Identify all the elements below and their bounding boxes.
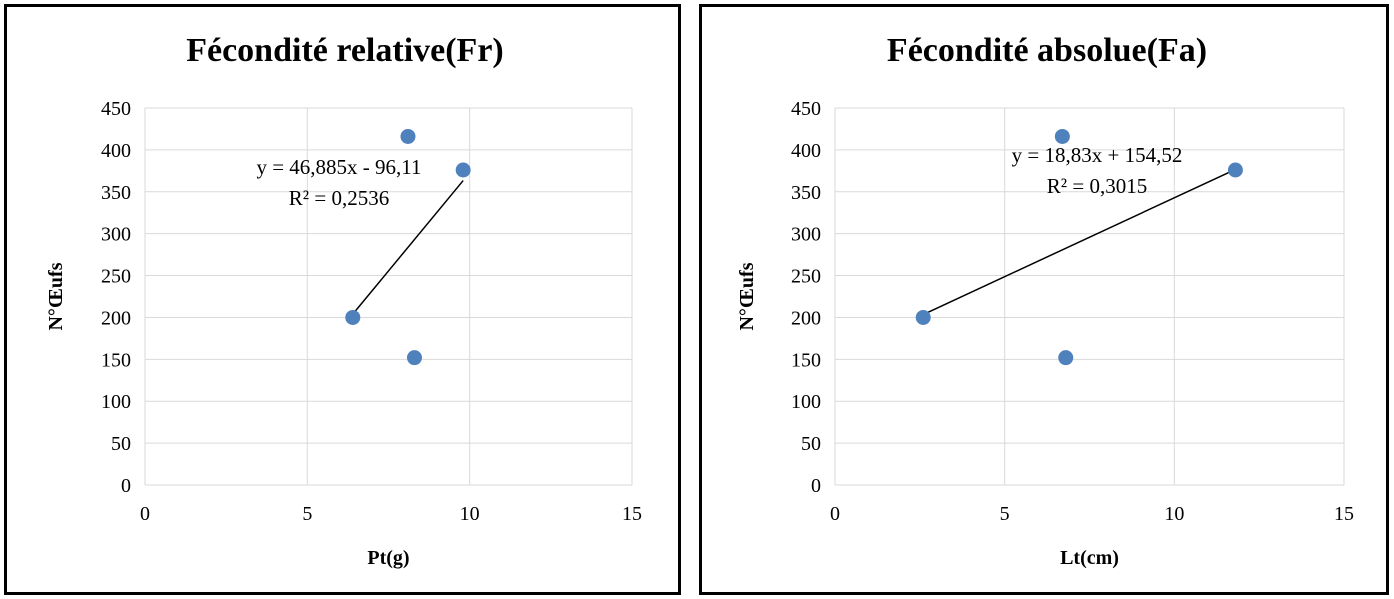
- y-tick-label: 350: [791, 182, 821, 204]
- y-tick-label: 450: [791, 98, 821, 120]
- y-tick-label: 150: [791, 349, 821, 371]
- x-tick-label: 0: [830, 503, 840, 525]
- y-tick-label: 450: [101, 98, 131, 120]
- x-tick-label: 15: [1334, 503, 1354, 525]
- x-tick-label: 5: [1000, 503, 1010, 525]
- x-tick-label: 5: [302, 503, 312, 525]
- trendline-equation: y = 46,885x - 96,11: [256, 155, 421, 179]
- chart-panel-fa: Fécondité absolue(Fa) 0 50 100 150 200 250 300 3…: [699, 4, 1389, 595]
- data-point: [400, 128, 416, 144]
- y-tick-label: 50: [111, 433, 131, 455]
- r-squared-label: R² = 0,2536: [289, 186, 389, 210]
- y-tick-label: 150: [101, 349, 131, 371]
- y-tick-label: 100: [791, 391, 821, 413]
- data-point: [455, 162, 471, 178]
- data-point: [1058, 350, 1074, 366]
- chart-panel-fr: Fécondité relative(Fr) 0 50 100 150 200 250 300…: [4, 4, 681, 595]
- data-point: [915, 309, 931, 325]
- y-tick-label: 400: [791, 140, 821, 162]
- trendline-equation: y = 18,83x + 154,52: [1012, 143, 1183, 167]
- data-point: [406, 350, 422, 366]
- trendline: [922, 168, 1236, 316]
- y-tick-label: 200: [791, 307, 821, 329]
- chart-fa: Fécondité absolue(Fa)0501001502002503003…: [736, 32, 1354, 569]
- x-axis-label: Pt(g): [367, 547, 409, 569]
- y-tick-label: 200: [101, 307, 131, 329]
- data-point: [1227, 162, 1243, 178]
- chart-title: Fécondité absolue(Fa): [887, 32, 1207, 69]
- data-point: [345, 309, 361, 325]
- trendline: [352, 180, 464, 315]
- y-tick-label: 250: [791, 266, 821, 288]
- y-tick-label: 400: [101, 140, 131, 162]
- x-tick-label: 0: [140, 503, 150, 525]
- y-tick-label: 100: [101, 391, 131, 413]
- x-tick-label: 10: [1164, 503, 1184, 525]
- data-point: [1054, 128, 1070, 144]
- y-axis-label: N°Œufs: [45, 262, 67, 330]
- r-squared-label: R² = 0,3015: [1047, 174, 1147, 198]
- chart-title: Fécondité relative(Fr): [186, 32, 504, 69]
- y-tick-label: 0: [121, 475, 131, 497]
- y-tick-label: 300: [791, 224, 821, 246]
- y-tick-label: 50: [801, 433, 821, 455]
- y-tick-label: 250: [101, 266, 131, 288]
- x-axis-label: Lt(cm): [1060, 547, 1119, 569]
- x-tick-label: 10: [460, 503, 480, 525]
- y-tick-label: 350: [101, 182, 131, 204]
- x-tick-label: 15: [622, 503, 642, 525]
- y-axis-label: N°Œufs: [736, 262, 758, 330]
- y-tick-label: 300: [101, 224, 131, 246]
- y-tick-label: 0: [811, 475, 821, 497]
- chart-fr: Fécondité relative(Fr)050100150200250300…: [45, 32, 642, 569]
